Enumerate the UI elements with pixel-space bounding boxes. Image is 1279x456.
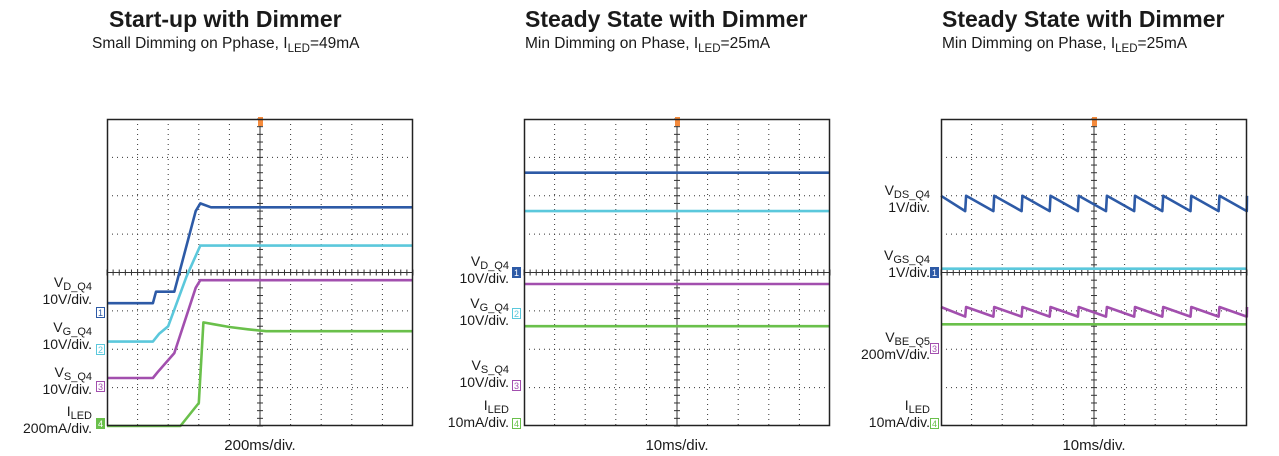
x-axis-label: 200ms/div. (224, 437, 296, 454)
grid (523, 118, 831, 427)
x-axis-label: 10ms/div. (645, 437, 709, 454)
screen-frame (940, 118, 1248, 427)
channel-4-label: ILED 10mA/div. (447, 397, 509, 430)
channel-1-marker: 1 (930, 267, 939, 278)
channel-4-marker: 4 (512, 418, 521, 429)
scope-panel-steady-1: Steady State with Dimmer Min Dimming on … (430, 0, 850, 456)
channel-3-marker: 3 (930, 343, 939, 354)
trace-blue (107, 202, 413, 305)
channel-3-label: VS_Q4 10V/div. (459, 357, 509, 390)
channel-2-label: VG_Q4 10V/div. (42, 319, 92, 352)
channel-4-label: ILED 10mA/div. (868, 397, 930, 430)
trigger-marker (675, 117, 680, 126)
channel-1-marker: 1 (96, 307, 105, 318)
trace-purple (940, 305, 1249, 318)
channel-4-label: ILED 200mA/div. (23, 403, 92, 436)
chart-title: Steady State with Dimmer (525, 6, 808, 32)
scope-screen (523, 117, 831, 427)
trace-purple (107, 278, 413, 380)
channel-2-label: VG_Q4 10V/div. (459, 295, 509, 328)
channel-3-marker: 3 (512, 380, 521, 391)
channel-1-label: VD_Q4 10V/div. (459, 253, 509, 286)
scope-panel-startup: Start-up with Dimmer Small Dimming on Pp… (0, 0, 430, 456)
trace-green (107, 321, 413, 428)
chart-title: Steady State with Dimmer (942, 6, 1225, 32)
channel-3-label: VBE_Q5 200mV/div. (861, 329, 930, 362)
chart-title: Start-up with Dimmer (109, 6, 342, 32)
channel-2-marker: 2 (512, 308, 521, 319)
trigger-marker (1092, 117, 1097, 126)
scope-panel-steady-2: Steady State with Dimmer Min Dimming on … (850, 0, 1279, 456)
channel-1-label: VD_Q4 10V/div. (42, 274, 92, 307)
screen-frame (106, 118, 414, 427)
channel-1-marker: 1 (512, 267, 521, 278)
channel-4-marker: 4 (930, 418, 939, 429)
grid (106, 118, 414, 427)
chart-subtitle: Min Dimming on Phase, ILED=25mA (525, 35, 771, 55)
scope-screen (940, 117, 1249, 427)
channel-1-label: VDS_Q4 1V/div. (884, 182, 930, 215)
channel-4-marker: 4 (96, 418, 105, 429)
channel-2-marker: 2 (96, 344, 105, 355)
screen-frame (523, 118, 831, 427)
trigger-marker (258, 117, 263, 126)
chart-subtitle: Small Dimming on Pphase, ILED=49mA (92, 35, 360, 55)
channel-2-label: VGS_Q4 1V/div. (883, 247, 930, 280)
trace-blue (940, 194, 1249, 213)
scope-screen (106, 117, 414, 428)
chart-subtitle: Min Dimming on Phase, ILED=25mA (942, 35, 1188, 55)
x-axis-label: 10ms/div. (1062, 437, 1126, 454)
channel-3-label: VS_Q4 10V/div. (42, 364, 92, 397)
grid (940, 118, 1248, 427)
channel-3-marker: 3 (96, 381, 105, 392)
trace-cyan (107, 244, 413, 343)
